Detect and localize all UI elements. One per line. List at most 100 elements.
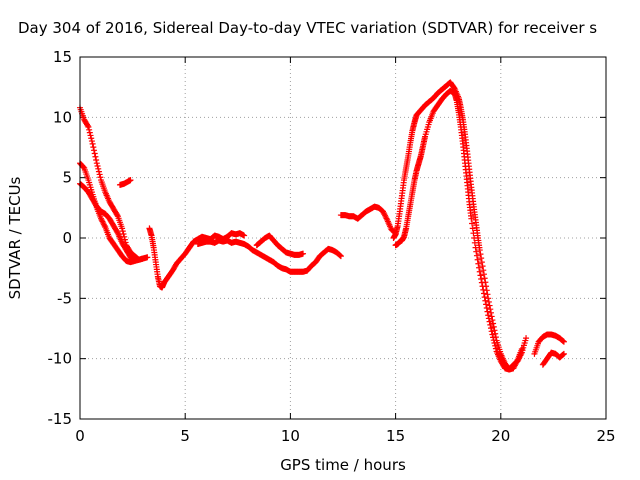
x-tick-label: 20 [491,427,510,445]
data-point [523,335,530,342]
x-tick-label: 15 [386,427,405,445]
data-point [490,323,497,330]
data-point [476,247,483,254]
data-point [485,315,492,322]
data-point [491,327,498,334]
series-6 [253,232,307,258]
data-point [477,272,484,279]
data-point [487,325,494,332]
y-tick-label: 15 [53,48,72,66]
series-3 [116,177,134,188]
data-point [480,290,487,297]
data-point [120,230,127,237]
data-point [483,304,490,311]
data-point [476,264,483,271]
series-7 [337,203,399,237]
series-4 [146,225,248,291]
data-point [489,331,496,338]
series-1 [77,160,142,266]
x-tick-label: 5 [180,427,190,445]
data-point [471,235,478,241]
data-point [96,171,103,178]
x-axis-label: GPS time / hours [280,456,406,474]
data-point [88,138,95,145]
data-point [471,239,478,246]
ticks: 0 5 10 15 20 25 -15 -10 -5 0 5 10 15 [48,48,616,445]
data-point [469,225,476,232]
data-point [492,345,499,352]
data-point [560,350,567,357]
data-point [95,168,102,175]
data-point [492,342,499,349]
series-2 [77,180,147,263]
data-point [119,228,126,235]
data-point [482,297,489,304]
series-8 [390,79,525,373]
data-point [472,244,479,251]
x-tick-label: 25 [596,427,615,445]
data-point [479,283,486,290]
y-axis-label: SDTVAR / TECUs [6,176,24,299]
data-point [478,255,485,262]
data-point [484,308,491,315]
data-point [337,253,344,260]
data-point [95,165,102,172]
data-point [127,177,134,184]
x-tick-label: 0 [75,427,85,445]
data-point [93,156,100,163]
data-point [488,328,495,335]
data-point [560,338,567,345]
series-11 [531,331,567,357]
y-tick-label: -10 [48,350,73,368]
data-point [86,129,93,136]
data-points [77,79,567,373]
chart-title: Day 304 of 2016, Sidereal Day-to-day VTE… [18,19,597,37]
data-point [84,122,91,129]
data-point [92,153,99,160]
data-point [478,276,485,283]
data-point [476,268,483,275]
data-point [473,252,480,259]
data-point [487,321,494,328]
data-point [300,250,307,257]
data-point [481,294,488,301]
y-tick-label: 10 [53,108,72,126]
data-point [480,267,487,274]
data-point [337,252,344,259]
data-point [479,263,486,270]
y-tick-label: -5 [57,289,72,307]
data-point [97,174,104,181]
data-point [490,337,497,344]
data-point [94,163,101,170]
data-point [485,312,492,319]
series-5 [194,237,344,275]
data-point [91,147,98,154]
data-point [491,339,498,346]
data-point [481,275,488,282]
data-point [560,351,567,358]
series-0 [77,104,151,263]
data-point [88,135,95,142]
series-10 [506,335,530,373]
data-point [475,260,482,267]
data-point [478,279,485,286]
grid [80,57,606,419]
data-point [473,248,480,255]
data-point [90,144,97,151]
data-point [468,215,475,222]
data-point [140,255,147,262]
data-point [87,132,94,139]
data-point [484,291,491,298]
x-tick-label: 10 [281,427,300,445]
data-point [93,160,100,167]
data-point [560,338,567,345]
data-point [469,220,476,227]
data-point [89,140,96,147]
y-tick-label: 5 [62,169,72,187]
data-point [480,271,487,278]
data-point [114,212,121,219]
data-point [119,225,126,232]
data-point [86,126,93,133]
data-point [478,259,485,266]
